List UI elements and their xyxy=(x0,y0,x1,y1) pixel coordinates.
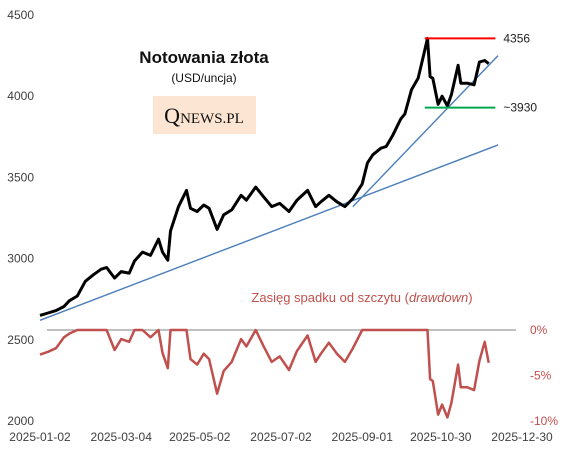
chart-title: Notowania złota xyxy=(139,48,269,67)
x-tick-label: 2025-05-02 xyxy=(169,430,231,444)
drawdown-line xyxy=(39,328,490,419)
y-tick-label: 3000 xyxy=(7,252,34,266)
logo-rest: NEWS.PL xyxy=(180,111,244,127)
drawdown-tick-label: -5% xyxy=(530,369,552,383)
x-tick-label: 2025-01-02 xyxy=(9,430,71,444)
y-tick-label: 4500 xyxy=(7,8,34,22)
logo-box xyxy=(153,96,256,134)
x-tick-label: 2025-12-30 xyxy=(491,430,553,444)
drawdown-title: Zasięg spadku od szczytu (drawdown) xyxy=(251,290,472,305)
drawdown-title-close: ) xyxy=(468,290,472,305)
chart-subtitle: (USD/uncja) xyxy=(171,71,236,85)
y-tick-label: 2500 xyxy=(7,333,34,347)
long-term-trendline xyxy=(39,144,499,321)
x-tick-label: 2025-07-02 xyxy=(250,430,312,444)
support-level-label: ~3930 xyxy=(503,101,537,115)
gold-price-line xyxy=(39,36,490,317)
logo: QNEWS.PL xyxy=(164,103,244,128)
drawdown-title-plain: Zasięg spadku od szczytu ( xyxy=(251,290,409,305)
x-tick-label: 2025-10-30 xyxy=(410,430,472,444)
logo-letter: Q xyxy=(164,103,180,128)
x-tick-label: 2025-09-01 xyxy=(332,430,394,444)
x-tick-label: 2025-03-04 xyxy=(91,430,153,444)
y-tick-label: 4000 xyxy=(7,89,34,103)
drawdown-title-italic: drawdown xyxy=(409,290,468,305)
y-tick-label: 2000 xyxy=(7,414,34,428)
drawdown-tick-label: 0% xyxy=(530,323,548,337)
drawdown-tick-label: -10% xyxy=(530,414,558,428)
peak-level-label: 4356 xyxy=(503,31,530,45)
y-tick-label: 3500 xyxy=(7,170,34,184)
